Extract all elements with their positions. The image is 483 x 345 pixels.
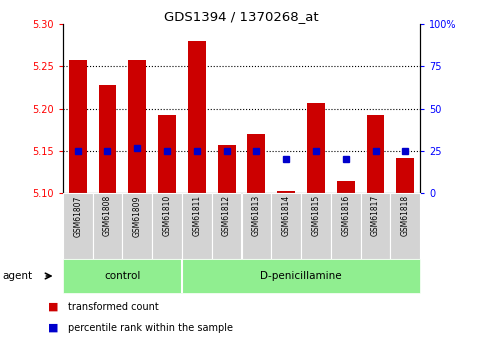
Text: GSM61812: GSM61812 [222,195,231,236]
Text: GSM61807: GSM61807 [73,195,82,237]
Text: GDS1394 / 1370268_at: GDS1394 / 1370268_at [164,10,319,23]
Text: GSM61816: GSM61816 [341,195,350,236]
Text: D-penicillamine: D-penicillamine [260,271,342,281]
Text: percentile rank within the sample: percentile rank within the sample [68,323,233,333]
Text: GSM61808: GSM61808 [103,195,112,236]
Bar [307,103,325,193]
Text: ■: ■ [48,302,59,312]
Bar [337,180,355,193]
Text: GSM61811: GSM61811 [192,195,201,236]
Text: ■: ■ [48,323,59,333]
Text: GSM61810: GSM61810 [163,195,171,236]
Bar [93,193,122,259]
Bar [182,259,420,293]
Bar [69,60,86,193]
Bar [271,193,301,259]
Bar [152,193,182,259]
Bar [218,145,236,193]
Bar [331,193,361,259]
Text: GSM61809: GSM61809 [133,195,142,237]
Bar [361,193,390,259]
Text: GSM61813: GSM61813 [252,195,261,236]
Text: control: control [104,271,141,281]
Bar [367,115,384,193]
Bar [63,193,93,259]
Text: GSM61817: GSM61817 [371,195,380,236]
Bar [63,259,182,293]
Bar [122,193,152,259]
Text: transformed count: transformed count [68,302,158,312]
Bar [277,191,295,193]
Text: agent: agent [2,271,32,281]
Bar [158,115,176,193]
Bar [128,60,146,193]
Bar [212,193,242,259]
Bar [301,193,331,259]
Text: GSM61814: GSM61814 [282,195,291,236]
Bar [390,193,420,259]
Bar [247,134,265,193]
Bar [242,193,271,259]
Bar [397,158,414,193]
Text: GSM61815: GSM61815 [312,195,320,236]
Bar [99,85,116,193]
Text: GSM61818: GSM61818 [401,195,410,236]
Bar [188,41,206,193]
Bar [182,193,212,259]
